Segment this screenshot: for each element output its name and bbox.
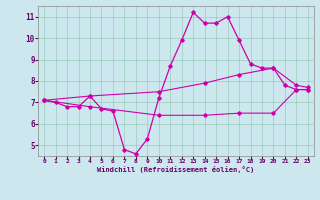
X-axis label: Windchill (Refroidissement éolien,°C): Windchill (Refroidissement éolien,°C) [97,166,255,173]
